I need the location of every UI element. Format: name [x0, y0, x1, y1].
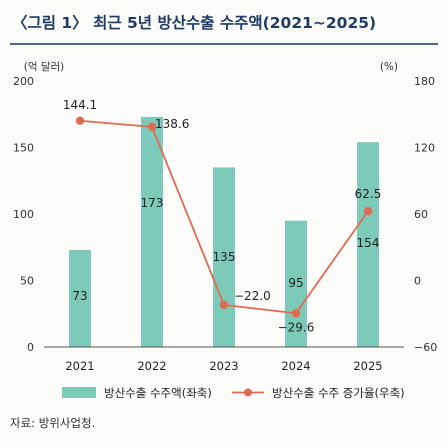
line-point	[363, 207, 373, 216]
left-axis-tick-label: 50	[20, 275, 34, 288]
x-axis-tick-label: 2022	[137, 359, 166, 373]
bar-data-label: 73	[72, 289, 87, 303]
left-axis-tick-label: 200	[13, 75, 34, 88]
legend: 방산수출 수주액(좌축) 방산수출 수주 증가율(우축)	[62, 386, 405, 400]
right-axis-unit: (%)	[380, 61, 398, 73]
legend-bar-label: 방산수출 수주액(좌축)	[104, 386, 212, 400]
x-axis-tick-label: 2021	[65, 359, 94, 373]
bar	[141, 116, 163, 347]
right-axis-tick-label: 0	[414, 275, 421, 288]
line-point	[147, 122, 157, 132]
line-data-label: 62.5	[355, 187, 382, 201]
left-axis-tick-label: 100	[13, 208, 34, 221]
x-axis-tick-label: 2023	[209, 359, 238, 373]
bar	[285, 220, 307, 347]
line-data-label: 144.1	[63, 98, 97, 112]
right-axis-tick-label: 60	[414, 208, 428, 221]
chart-title: 〈그림 1〉 최근 5년 방산수출 수주액(2021~2025)	[12, 13, 376, 32]
left-axis-tick-label: 0	[27, 341, 34, 354]
line-point	[75, 116, 85, 125]
bar	[69, 249, 91, 347]
left-axis-unit: (억 달러)	[24, 61, 65, 73]
bar	[357, 142, 379, 347]
line-point	[291, 309, 301, 318]
left-axis-tick-label: 150	[13, 142, 34, 155]
source-note: 자료: 방위사업청.	[10, 416, 95, 430]
legend-line-label: 방산수출 수주 증가율(우축)	[272, 386, 405, 400]
legend-bar-swatch	[62, 387, 96, 398]
right-axis-tick-label: 180	[414, 75, 435, 88]
legend-line-marker	[244, 388, 252, 397]
line-point	[219, 300, 229, 310]
bar-data-label: 135	[213, 250, 236, 264]
x-axis-tick-label: 2025	[353, 359, 382, 373]
line-data-label: −29.6	[278, 320, 315, 334]
bar-data-label: 95	[288, 276, 303, 290]
right-axis-tick-label: 120	[414, 142, 435, 155]
right-axis-tick-label: −60	[414, 341, 437, 354]
bar-data-label: 154	[357, 236, 380, 250]
line-data-label: 138.6	[155, 117, 189, 131]
line-data-label: −22.0	[234, 289, 271, 303]
plot-area: 0 50 100 150 200 −60 0 60 120 180 73 173 135 95 154 202…	[13, 75, 437, 373]
bar	[213, 167, 235, 347]
x-axis-tick-label: 2024	[281, 359, 310, 373]
bar-data-label: 173	[141, 196, 164, 210]
